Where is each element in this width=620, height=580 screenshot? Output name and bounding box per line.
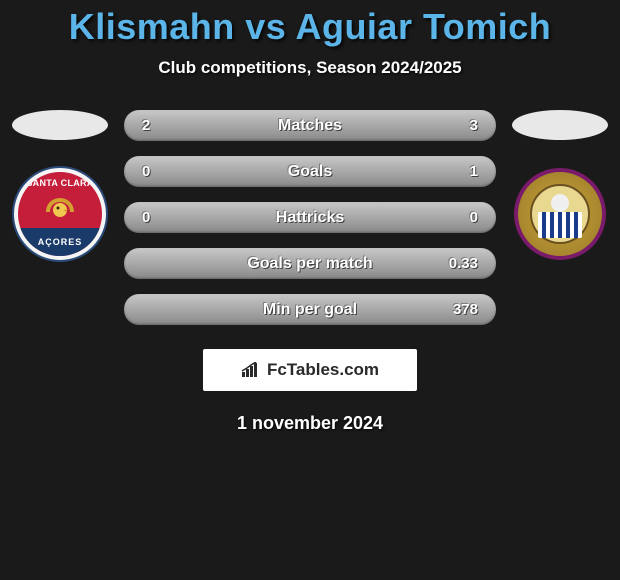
badge-left-bottom-band: AÇORES bbox=[18, 228, 102, 256]
stat-label: Hattricks bbox=[276, 209, 344, 227]
stat-row-goals-per-match: Goals per match 0.33 bbox=[124, 248, 496, 279]
stat-left-value: 0 bbox=[142, 209, 172, 226]
stat-right-value: 3 bbox=[448, 117, 478, 134]
badge-left-bottom-text: AÇORES bbox=[38, 237, 83, 247]
stat-label: Matches bbox=[278, 117, 342, 135]
page-title: Klismahn vs Aguiar Tomich bbox=[0, 6, 620, 48]
badge-right-inner bbox=[530, 184, 590, 244]
left-column: SANTA CLARA AÇORES bbox=[8, 110, 112, 260]
page-subtitle: Club competitions, Season 2024/2025 bbox=[0, 58, 620, 78]
ball-icon bbox=[551, 194, 569, 212]
comparison-card: Klismahn vs Aguiar Tomich Club competiti… bbox=[0, 0, 620, 434]
stat-row-goals: 0 Goals 1 bbox=[124, 156, 496, 187]
stat-label: Min per goal bbox=[263, 301, 357, 319]
badge-left-inner: SANTA CLARA AÇORES bbox=[18, 172, 102, 256]
badge-left-top-text: SANTA CLARA bbox=[18, 178, 102, 188]
brand-box: FcTables.com bbox=[203, 349, 417, 391]
stat-left-value: 2 bbox=[142, 117, 172, 134]
stat-row-matches: 2 Matches 3 bbox=[124, 110, 496, 141]
club-badge-left: SANTA CLARA AÇORES bbox=[14, 168, 106, 260]
stat-label: Goals per match bbox=[247, 255, 372, 273]
player-photo-placeholder-right bbox=[512, 110, 608, 140]
stat-row-hattricks: 0 Hattricks 0 bbox=[124, 202, 496, 233]
stat-right-value: 378 bbox=[448, 301, 478, 318]
stat-right-value: 0.33 bbox=[448, 255, 478, 272]
stripes-icon bbox=[538, 212, 582, 238]
right-column bbox=[508, 110, 612, 260]
player-photo-placeholder-left bbox=[12, 110, 108, 140]
footer-date: 1 november 2024 bbox=[0, 413, 620, 434]
stat-row-min-per-goal: Min per goal 378 bbox=[124, 294, 496, 325]
brand-text: FcTables.com bbox=[267, 360, 379, 380]
stat-label: Goals bbox=[288, 163, 332, 181]
stat-right-value: 1 bbox=[448, 163, 478, 180]
eagle-icon bbox=[38, 194, 82, 230]
chart-icon bbox=[241, 362, 263, 378]
stat-left-value: 0 bbox=[142, 163, 172, 180]
stat-right-value: 0 bbox=[448, 209, 478, 226]
main-area: SANTA CLARA AÇORES 2 Matches 3 bbox=[0, 110, 620, 325]
stats-column: 2 Matches 3 0 Goals 1 0 Hattricks 0 Goal… bbox=[124, 110, 496, 325]
club-badge-right bbox=[514, 168, 606, 260]
